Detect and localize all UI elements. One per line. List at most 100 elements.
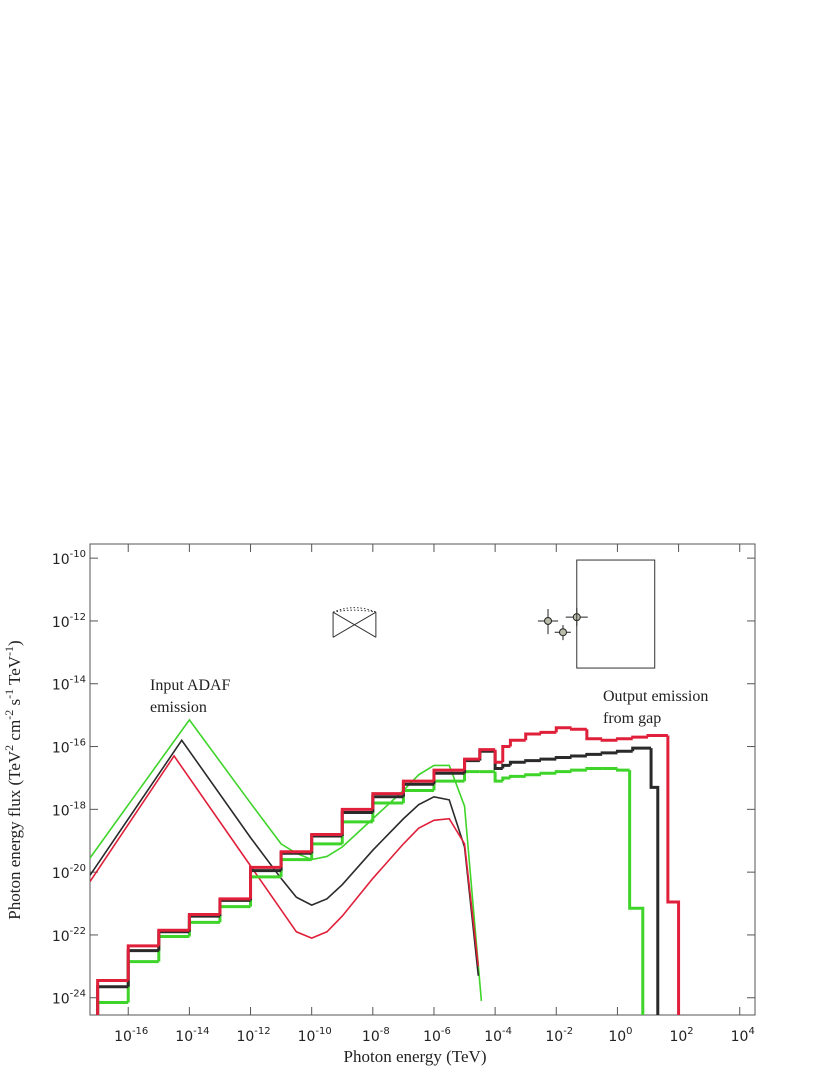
histogram-step	[187, 914, 220, 932]
tick-exponent: -12	[70, 612, 86, 623]
tick-exponent: -20	[70, 863, 86, 874]
histogram-step	[585, 766, 603, 771]
tick-base: 10	[52, 552, 70, 568]
annotation: emission	[150, 699, 207, 716]
histogram-step	[501, 763, 511, 769]
y-label-sup: -2	[2, 710, 16, 720]
model-curve	[90, 738, 480, 976]
histogram-step	[631, 735, 648, 739]
histogram-step	[508, 760, 526, 766]
histogram-step	[310, 832, 343, 852]
histogram-step	[187, 920, 220, 937]
tick-exponent: -6	[441, 1026, 451, 1037]
tick-base: 10	[52, 803, 70, 819]
y-tick-label: 10-18	[52, 800, 86, 819]
histogram-step	[96, 978, 129, 1015]
tick-exponent: -10	[70, 549, 86, 560]
tick-base: 10	[52, 866, 70, 882]
tick-base: 10	[545, 1029, 563, 1045]
histogram-step	[585, 729, 603, 741]
histogram-step	[96, 1000, 129, 1015]
tick-base: 10	[52, 992, 70, 1008]
x-tick-label: 10-2	[545, 1026, 573, 1045]
data-point	[544, 616, 553, 625]
tick-exponent: -16	[70, 738, 86, 749]
y-label-sup: -1	[2, 689, 16, 699]
tick-base: 10	[669, 1029, 687, 1045]
y-tick-label: 10-12	[52, 612, 86, 631]
histogram-step	[218, 905, 251, 923]
tick-base: 10	[608, 1029, 626, 1045]
tick-exponent: -2	[563, 1026, 573, 1037]
histogram-step	[554, 726, 572, 733]
tick-base: 10	[52, 929, 70, 945]
histogram-step	[157, 928, 190, 946]
histogram-step	[478, 748, 496, 760]
tick-exponent: 2	[687, 1026, 693, 1037]
y-label-text: TeV	[5, 655, 24, 689]
y-tick-label: 10-22	[52, 926, 86, 945]
histogram-step	[570, 754, 587, 758]
y-tick-label: 10-14	[52, 675, 86, 694]
histogram-step	[218, 898, 251, 917]
histogram-step	[501, 745, 511, 763]
y-tick-label: 10-16	[52, 738, 86, 757]
tick-base: 10	[52, 615, 70, 631]
annotation: Output emission	[603, 688, 708, 705]
histogram-step	[187, 913, 220, 931]
limit-box	[576, 559, 656, 669]
histogram-step	[249, 869, 282, 901]
tick-exponent: -8	[380, 1026, 390, 1037]
histogram-step	[615, 749, 633, 753]
histogram-step	[501, 776, 511, 782]
histogram-step	[371, 801, 404, 822]
histogram-step	[570, 768, 587, 772]
histogram-step	[126, 960, 159, 1003]
histogram-step	[666, 735, 681, 1015]
x-tick-label: 100	[608, 1026, 632, 1045]
y-tick-label: 10-10	[52, 549, 86, 568]
y-label-text: )	[5, 640, 24, 646]
y-axis-label: Photon energy flux (TeV2 cm-2 s-1 TeV-1)	[2, 640, 24, 919]
x-axis-label: Photon energy (TeV)	[344, 1047, 487, 1066]
y-tick-label: 10-24	[52, 989, 86, 1008]
x-tick-label: 10-16	[114, 1026, 148, 1045]
model-curve	[90, 754, 480, 967]
histogram-step	[615, 768, 630, 772]
tick-exponent: -10	[315, 1026, 331, 1037]
y-label-text: s	[5, 699, 24, 710]
histogram-step	[493, 749, 503, 764]
histogram-step	[279, 851, 312, 871]
y-label-text: Photon energy flux (TeV	[5, 750, 24, 920]
y-label-sup: 2	[2, 745, 16, 751]
histogram-step	[96, 985, 129, 1015]
histogram-step	[478, 749, 496, 761]
annotation: Input ADAF	[150, 677, 231, 694]
histogram-step	[539, 730, 557, 734]
annotation: from gap	[603, 710, 661, 727]
tick-exponent: 0	[626, 1026, 632, 1037]
histogram-step	[463, 770, 480, 782]
y-label-text: cm	[5, 720, 24, 745]
data-point	[559, 628, 568, 637]
tick-base: 10	[175, 1029, 193, 1045]
x-tick-label: 10-12	[236, 1026, 270, 1045]
histogram-step	[279, 858, 312, 877]
histogram-step	[432, 768, 465, 782]
tick-exponent: -14	[193, 1026, 209, 1037]
histogram-step	[401, 789, 434, 804]
tick-exponent: -22	[70, 926, 86, 937]
x-tick-label: 102	[669, 1026, 693, 1045]
histogram-step	[628, 770, 645, 1015]
histogram-step	[524, 773, 541, 777]
tick-exponent: 4	[748, 1026, 754, 1037]
tick-base: 10	[423, 1029, 441, 1045]
histogram-step	[340, 807, 373, 835]
bowtie-dotted	[332, 607, 377, 613]
tick-exponent: -14	[70, 675, 86, 686]
bowtie-line	[332, 611, 377, 638]
tick-exponent: -12	[254, 1026, 270, 1037]
y-label-sup: -1	[2, 646, 16, 656]
histogram-step	[126, 949, 159, 987]
